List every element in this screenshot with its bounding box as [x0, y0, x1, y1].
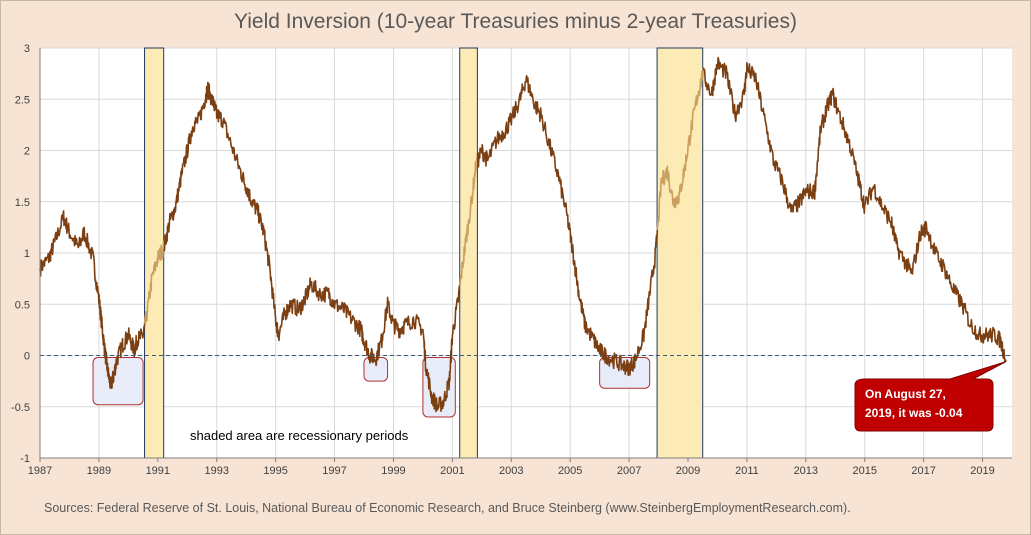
x-tick-label: 1997	[322, 465, 346, 477]
x-tick-label: 2009	[676, 465, 700, 477]
x-tick-label: 1993	[204, 465, 228, 477]
x-tick-label: 1999	[381, 465, 405, 477]
series-line-segment	[163, 81, 461, 413]
callout-line2: 2019, it was -0.04	[865, 406, 963, 420]
series-line-segment	[702, 56, 1007, 363]
x-tick-label: 2013	[794, 465, 818, 477]
axes: -1 -0.5 0 0.5 1 1.5 2 2.5 3 1987 1989 1991 1993 1995 1…	[11, 43, 1012, 477]
y-tick-label: 3	[24, 43, 30, 55]
series-line-recession	[143, 240, 165, 325]
x-tick-label: 2017	[911, 465, 935, 477]
y-tick-label: 1	[24, 248, 30, 260]
recession-band	[656, 47, 704, 459]
series-line-segment	[476, 74, 659, 377]
recession-band	[459, 47, 478, 459]
series-line	[39, 56, 1007, 413]
source-note: Sources: Federal Reserve of St. Louis, N…	[44, 501, 851, 515]
y-tick-label: -0.5	[11, 402, 30, 414]
y-tick-label: 0.5	[15, 299, 30, 311]
x-tick-label: 1989	[87, 465, 111, 477]
x-tick-label: 2015	[852, 465, 876, 477]
chart-title: Yield Inversion (10-year Treasuries minu…	[234, 10, 797, 33]
x-tick-label: 2019	[970, 465, 994, 477]
inversion-boxes	[92, 357, 651, 418]
y-tick-label: -1	[20, 453, 30, 465]
x-tick-label: 1987	[28, 465, 52, 477]
x-tick-label: 1995	[263, 465, 287, 477]
x-tick-label: 1991	[146, 465, 170, 477]
series-line-recession	[656, 67, 705, 231]
series-line-segment	[39, 210, 146, 389]
series-line-recession	[459, 153, 479, 286]
y-tick-label: 2	[24, 146, 30, 158]
y-tick-label: 0	[24, 351, 30, 363]
x-tick-label: 2007	[617, 465, 641, 477]
callout-line1: On August 27,	[865, 387, 946, 401]
x-tick-label: 2001	[440, 465, 464, 477]
x-tick-label: 2011	[735, 465, 759, 477]
recession-note: shaded area are recessionary periods	[190, 428, 409, 443]
y-tick-label: 2.5	[15, 94, 30, 106]
y-tick-label: 1.5	[15, 197, 30, 209]
x-tick-label: 2005	[558, 465, 582, 477]
callout: On August 27, 2019, it was -0.04	[854, 361, 1007, 432]
callout-box	[854, 361, 1007, 432]
x-tick-label: 2003	[499, 465, 523, 477]
